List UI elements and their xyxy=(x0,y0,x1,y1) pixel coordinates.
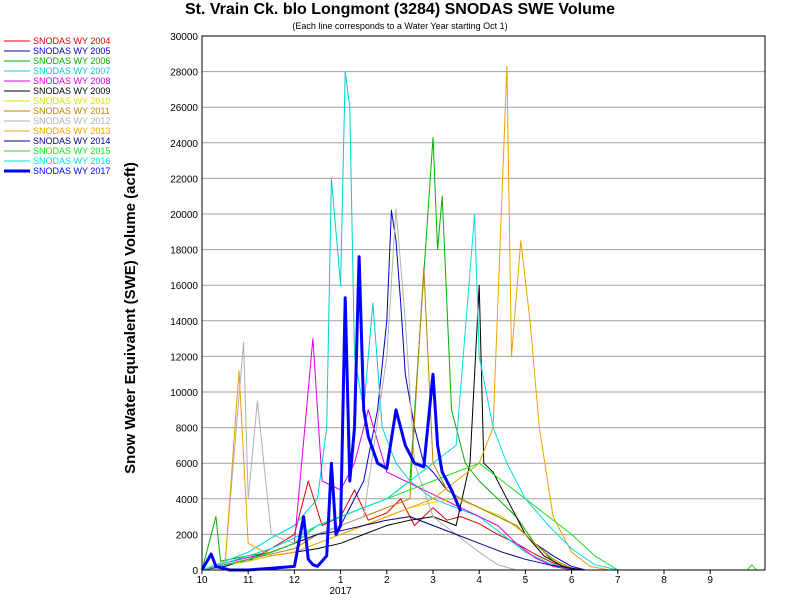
y-tick-label: 2000 xyxy=(176,530,199,541)
x-tick-label: 1 xyxy=(338,575,344,586)
x-tick-label: 3 xyxy=(430,575,436,586)
y-tick-label: 6000 xyxy=(176,459,199,470)
legend-label: SNODAS WY 2005 xyxy=(33,46,110,56)
x-tick-label: 4 xyxy=(476,575,482,586)
legend-label: SNODAS WY 2014 xyxy=(33,136,110,146)
legend-label: SNODAS WY 2012 xyxy=(33,116,110,126)
y-tick-label: 28000 xyxy=(170,68,198,79)
x-tick-label: 9 xyxy=(707,575,713,586)
x-tick-label: 10 xyxy=(196,575,208,586)
x-tick-label: 12 xyxy=(289,575,301,586)
y-tick-label: 26000 xyxy=(170,103,198,114)
legend-label: SNODAS WY 2017 xyxy=(33,166,110,176)
legend-label: SNODAS WY 2011 xyxy=(33,106,110,116)
series-line xyxy=(201,338,572,571)
legend-label: SNODAS WY 2010 xyxy=(33,96,110,106)
plot-frame xyxy=(201,35,766,571)
y-tick-labels: 0 2000 4000 6000 8000 10000 12000 14000 16000 180… xyxy=(170,32,198,577)
y-tick-label: 16000 xyxy=(170,281,198,292)
x-tick-labels: 10 11 12 1 2 3 4 5 6 7 8 9 xyxy=(196,570,713,586)
grid-lines xyxy=(202,35,765,571)
y-tick-label: 4000 xyxy=(176,495,199,506)
series-line xyxy=(201,71,572,571)
y-tick-label: 14000 xyxy=(170,317,198,328)
x-tick-label: 7 xyxy=(615,575,621,586)
series-lines xyxy=(200,65,757,572)
y-tick-label: 12000 xyxy=(170,352,198,363)
x-tick-label: 5 xyxy=(523,575,529,586)
y-tick-label: 24000 xyxy=(170,139,198,150)
x-tick-label: 2 xyxy=(384,575,390,586)
series-line xyxy=(201,266,586,571)
legend-label: SNODAS WY 2016 xyxy=(33,156,110,166)
y-tick-label: 20000 xyxy=(170,210,198,221)
y-tick-label: 8000 xyxy=(176,424,199,435)
y-tick-label: 10000 xyxy=(170,388,198,399)
legend-label: SNODAS WY 2008 xyxy=(33,76,110,86)
y-tick-label: 30000 xyxy=(170,32,198,43)
x-tick-label: 6 xyxy=(569,575,575,586)
series-line xyxy=(201,480,586,571)
x-tick-label: 11 xyxy=(243,575,254,586)
legend-label: SNODAS WY 2006 xyxy=(33,56,110,66)
chart-subtitle: (Each line corresponds to a Water Year s… xyxy=(292,21,508,31)
legend-label: SNODAS WY 2004 xyxy=(33,36,110,46)
legend-label: SNODAS WY 2007 xyxy=(33,66,110,76)
series-line xyxy=(201,213,618,571)
series-line xyxy=(201,209,586,571)
year-label: 2017 xyxy=(329,586,352,597)
series-line xyxy=(201,516,586,571)
x-tick-label: 8 xyxy=(661,575,667,586)
y-tick-label: 18000 xyxy=(170,246,198,257)
y-tick-label: 22000 xyxy=(170,174,198,185)
y-tick-label: 0 xyxy=(192,566,198,577)
series-line xyxy=(200,255,463,572)
legend-label: SNODAS WY 2009 xyxy=(33,86,110,96)
y-axis-label: Snow Water Equivalent (SWE) Volume (acft… xyxy=(122,162,139,474)
legend-label: SNODAS WY 2013 xyxy=(33,126,110,136)
chart-title: St. Vrain Ck. blo Longmont (3284) SNODAS… xyxy=(185,1,615,18)
legend-label: SNODAS WY 2015 xyxy=(33,146,110,156)
